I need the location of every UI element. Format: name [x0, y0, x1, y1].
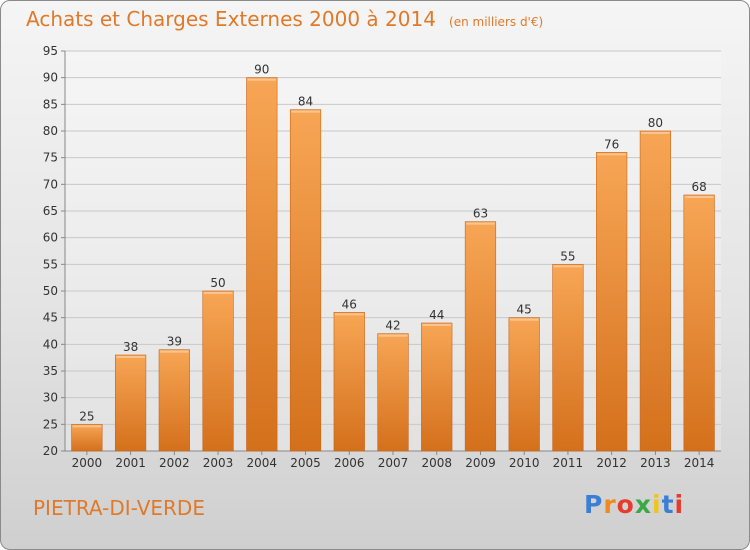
bar [639, 130, 672, 452]
bar-highlight [291, 110, 320, 113]
logo-letter: r [603, 490, 617, 519]
x-tick-label: 2012 [596, 456, 627, 470]
data-label: 80 [648, 116, 663, 130]
y-tick-label: 95 [43, 44, 58, 58]
data-label: 55 [560, 249, 575, 263]
y-tick-label: 80 [43, 124, 58, 138]
label-layer: 20 25 30 35 40 45 50 55 60 65 70 75 80 85 90 95 25 2000 38… [43, 44, 715, 470]
y-tick-label: 40 [43, 337, 58, 351]
y-tick-label: 35 [43, 364, 58, 378]
bar [552, 264, 584, 452]
chart-title-block: Achats et Charges Externes 2000 à 2014 (… [26, 7, 543, 31]
proxiti-logo: Proxiti [584, 490, 684, 519]
bar-highlight [553, 265, 583, 268]
x-tick-label: 2000 [72, 456, 103, 470]
data-label: 50 [210, 276, 225, 290]
data-label: 68 [691, 180, 706, 194]
x-tick-label: 2007 [378, 456, 409, 470]
bar-highlight [509, 318, 539, 321]
y-tick-label: 60 [43, 231, 58, 245]
logo-letter: x [634, 490, 652, 519]
x-tick-label: 2005 [290, 456, 321, 470]
bar [421, 322, 453, 452]
data-label: 38 [123, 340, 138, 354]
data-label: 63 [473, 207, 488, 221]
y-tick-label: 65 [43, 204, 58, 218]
x-tick-label: 2004 [247, 456, 278, 470]
data-label: 42 [385, 319, 400, 333]
bar-highlight [247, 78, 277, 81]
bar-highlight [116, 356, 145, 358]
bar-highlight [641, 132, 670, 134]
bar [71, 424, 103, 452]
logo-letter: i [674, 490, 685, 519]
bar [464, 221, 497, 452]
bar [596, 152, 628, 452]
y-tick-label: 30 [43, 391, 58, 405]
x-tick-label: 2002 [159, 456, 190, 470]
bar [377, 333, 409, 452]
data-label: 45 [517, 303, 532, 317]
y-tick-label: 20 [43, 444, 58, 458]
bar-highlight [334, 313, 364, 316]
y-tick-label: 70 [43, 177, 58, 191]
bar [683, 194, 715, 452]
bar-highlight [160, 350, 189, 353]
x-tick-label: 2006 [334, 456, 365, 470]
logo-letter: P [584, 490, 604, 519]
bar [114, 354, 147, 452]
bar-highlight [597, 153, 626, 156]
bar-highlight [466, 222, 495, 225]
y-tick-label: 85 [43, 97, 58, 111]
data-label: 76 [604, 137, 619, 151]
chart-title: Achats et Charges Externes 2000 à 2014 [26, 7, 436, 31]
x-tick-label: 2001 [115, 456, 146, 470]
data-label: 25 [79, 409, 94, 423]
y-tick-label: 50 [43, 284, 58, 298]
data-label: 90 [254, 63, 269, 77]
y-tick-label: 75 [43, 151, 58, 165]
bar-highlight [203, 292, 233, 294]
logo-letter: o [616, 490, 635, 519]
x-tick-label: 2011 [553, 456, 584, 470]
bar [333, 312, 365, 452]
x-tick-label: 2003 [203, 456, 234, 470]
y-tick-label: 45 [43, 311, 58, 325]
x-tick-label: 2008 [421, 456, 452, 470]
y-tick-label: 55 [43, 257, 58, 271]
data-label: 84 [298, 95, 313, 109]
bar-layer [71, 77, 715, 452]
bar-highlight [684, 196, 714, 198]
logo-letter: i [652, 490, 662, 519]
x-tick-label: 2010 [509, 456, 540, 470]
y-tick-label: 90 [43, 71, 58, 85]
y-tick-label: 25 [43, 417, 58, 431]
x-tick-label: 2013 [640, 456, 671, 470]
bar [202, 290, 234, 452]
bar [508, 317, 540, 452]
chart-subtitle: (en milliers d'€) [449, 15, 544, 29]
data-label: 39 [167, 335, 182, 349]
bar [289, 109, 322, 452]
data-label: 44 [429, 308, 444, 322]
bar-highlight [422, 324, 452, 326]
data-label: 46 [342, 297, 357, 311]
bar-highlight [378, 334, 408, 337]
bar-highlight [72, 425, 102, 428]
x-tick-label: 2009 [465, 456, 496, 470]
x-tick-label: 2014 [684, 456, 715, 470]
bar [158, 349, 190, 452]
commune-name: PIETRA-DI-VERDE [33, 496, 205, 520]
logo-letter: t [661, 490, 675, 519]
bar [246, 77, 278, 452]
